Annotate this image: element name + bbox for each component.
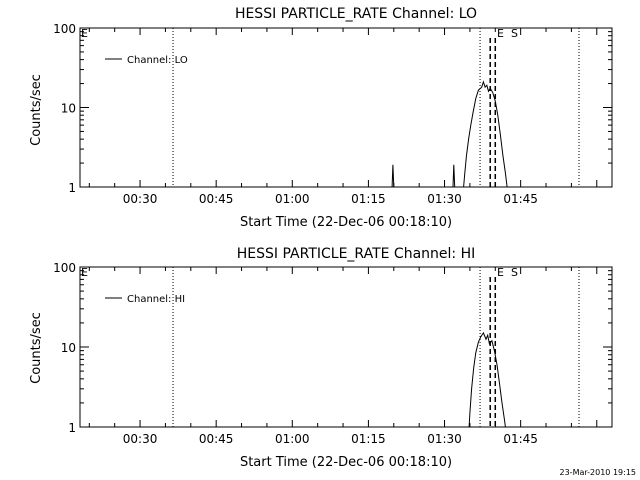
chart-title: HESSI PARTICLE_RATE Channel: LO: [235, 6, 477, 22]
y-ticks: 1 10 100: [53, 261, 612, 435]
y-tick-label: 1: [68, 181, 76, 195]
x-tick-label: 01:30: [427, 192, 462, 206]
x-axis-label: Start Time (22-Dec-06 00:18:10): [240, 455, 452, 470]
x-tick-label: 01:15: [351, 432, 386, 446]
y-tick-label: 1: [68, 421, 76, 435]
x-tick-label: 01:00: [275, 192, 310, 206]
x-tick-label: 01:45: [503, 432, 538, 446]
x-tick-label: 00:30: [123, 192, 158, 206]
series-line-lo: [391, 80, 508, 188]
x-tick-label: 00:30: [123, 432, 158, 446]
x-tick-label: 01:45: [503, 192, 538, 206]
x-tick-label: 00:45: [199, 192, 234, 206]
series-line-hi: [468, 331, 506, 428]
x-tick-label: 00:45: [199, 432, 234, 446]
event-marker-s: S: [511, 266, 518, 279]
legend-label: Channel: HI: [127, 294, 185, 305]
y-tick-label: 100: [53, 22, 76, 36]
x-axis-label: Start Time (22-Dec-06 00:18:10): [240, 215, 452, 230]
y-ticks: 1 10 100: [53, 22, 612, 195]
plot-frame: [79, 266, 613, 428]
x-tick-label: 01:00: [275, 432, 310, 446]
timestamp: 23-Mar-2010 19:15: [560, 468, 637, 477]
legend-label: Channel: LO: [127, 55, 188, 66]
y-tick-label: 10: [61, 341, 76, 355]
event-marker-e: E: [497, 266, 504, 279]
panel-lo: HESSI PARTICLE_RATE Channel: LO Counts/s…: [29, 6, 613, 230]
x-ticks: 00:30 00:45 01:00 01:15 01:30 01:45: [88, 267, 598, 446]
chart-title: HESSI PARTICLE_RATE Channel: HI: [237, 246, 475, 262]
corner-marker-e: E: [81, 266, 88, 279]
marker-lines: [172, 28, 580, 187]
marker-lines: [172, 267, 580, 427]
panel-hi: HESSI PARTICLE_RATE Channel: HI Counts/s…: [29, 246, 613, 470]
x-tick-label: 01:30: [427, 432, 462, 446]
y-axis-label: Counts/sec: [29, 74, 44, 146]
x-tick-label: 01:15: [351, 192, 386, 206]
y-tick-label: 100: [53, 261, 76, 275]
corner-marker-e: E: [81, 27, 88, 40]
plot-frame: [79, 27, 613, 188]
x-ticks: 00:30 00:45 01:00 01:15 01:30 01:45: [88, 28, 598, 206]
event-marker-s: S: [511, 27, 518, 40]
event-marker-e: E: [497, 27, 504, 40]
y-axis-label: Counts/sec: [29, 312, 44, 384]
y-tick-label: 10: [61, 102, 76, 116]
